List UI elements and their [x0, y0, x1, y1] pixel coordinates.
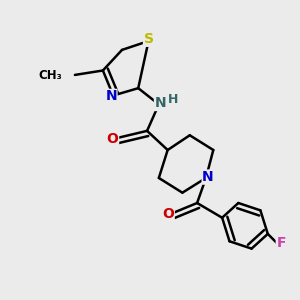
- Text: N: N: [105, 89, 117, 103]
- Text: O: O: [162, 207, 174, 221]
- Text: N: N: [154, 97, 166, 110]
- Text: S: S: [143, 32, 154, 46]
- Text: F: F: [276, 236, 286, 250]
- Text: H: H: [168, 93, 178, 106]
- Text: O: O: [107, 132, 118, 146]
- Text: N: N: [202, 170, 214, 184]
- Text: CH₃: CH₃: [38, 69, 62, 82]
